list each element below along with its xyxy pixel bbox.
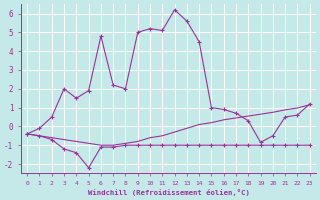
X-axis label: Windchill (Refroidissement éolien,°C): Windchill (Refroidissement éolien,°C) bbox=[87, 189, 249, 196]
